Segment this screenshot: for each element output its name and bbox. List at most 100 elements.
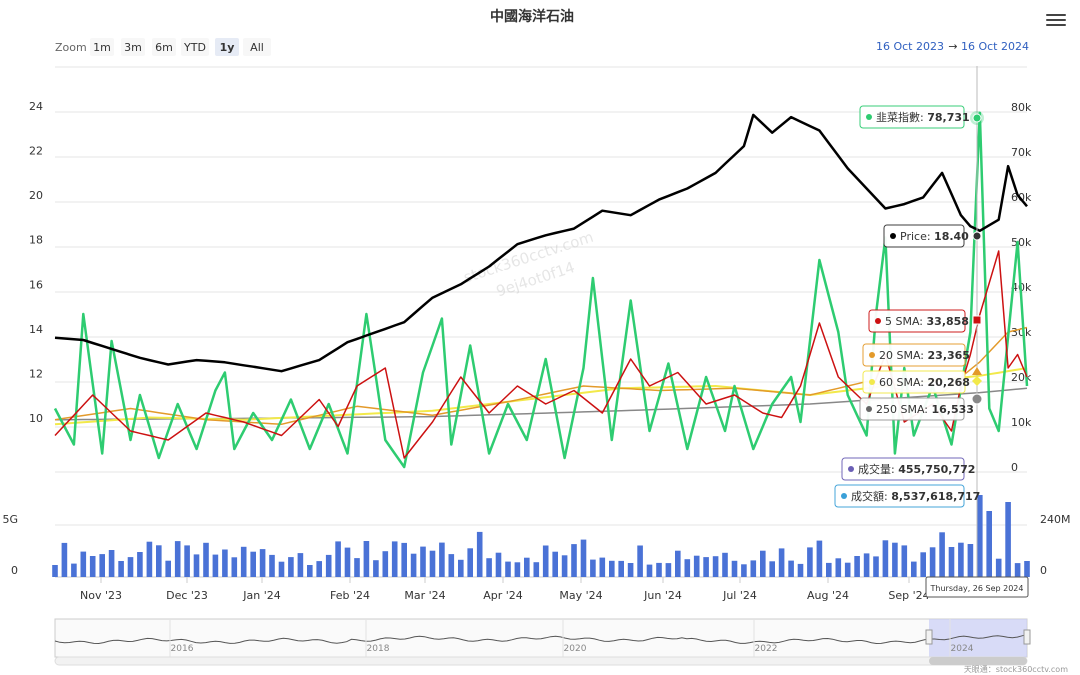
range-to[interactable]: 16 Oct 2024: [961, 40, 1029, 53]
volume-bar: [52, 565, 58, 577]
volume-bar: [571, 544, 577, 577]
scrollbar-thumb[interactable]: [929, 657, 1027, 665]
volume-bar: [986, 511, 992, 577]
tooltip-date-text: Thursday, 26 Sep 2024: [930, 584, 1024, 593]
credits[interactable]: 天眼通：stock360cctv.com: [964, 664, 1068, 674]
zoom-button-label: YTD: [183, 41, 206, 54]
tooltip-label: 成交量:: [858, 462, 898, 476]
tooltip-text: 250 SMA: 16,533: [876, 403, 974, 416]
tooltip-text: 20 SMA: 23,365: [879, 349, 970, 362]
tooltip-box: [859, 397, 965, 421]
volume-bar: [542, 545, 549, 577]
volume-left-tick-label: 0: [11, 564, 18, 577]
x-tick-label: Jan '24: [242, 589, 280, 602]
tooltip-text: 60 SMA: 20,268: [879, 376, 970, 389]
volume-bar: [524, 557, 530, 577]
tooltip-label: 250 SMA:: [876, 403, 932, 416]
volume-bar: [231, 557, 238, 577]
tooltip-label: 20 SMA:: [879, 349, 928, 362]
x-tick-label: Mar '24: [404, 589, 445, 602]
volume-bar: [514, 562, 521, 577]
volume-bar: [467, 548, 473, 577]
tooltip-sma5: 5 SMA: 33,858: [868, 309, 969, 333]
zoom-button-bg: [181, 38, 209, 56]
zoom-button-all[interactable]: All: [243, 38, 271, 56]
volume-bar: [401, 542, 407, 577]
tooltip-dot: [866, 406, 872, 412]
tooltip-value: 16,533: [932, 403, 974, 416]
tooltip-box: [841, 457, 965, 481]
navigator-tick-label: 2018: [367, 644, 390, 654]
volume-bar: [174, 541, 181, 577]
zoom-button-label: 1m: [93, 41, 111, 54]
zoom-button-1y[interactable]: 1y: [215, 38, 239, 56]
menu-icon[interactable]: [1046, 14, 1066, 30]
tooltip-box: [862, 370, 966, 394]
y-right-tick-label: 10k: [1011, 416, 1032, 429]
volume-right-tick-label: 240M: [1040, 513, 1071, 526]
volume-bar: [637, 545, 643, 577]
volume-bar: [259, 549, 266, 577]
tooltip-box: [868, 309, 966, 333]
tooltip-label: 成交額:: [851, 489, 891, 503]
tooltip-dot: [875, 318, 881, 324]
zoom-button-bg: [215, 38, 239, 56]
zoom-button-ytd[interactable]: YTD: [181, 38, 209, 56]
navigator-handle-right[interactable]: [1023, 629, 1031, 645]
tooltip-sma250: 250 SMA: 16,533: [859, 397, 974, 421]
tooltip-text: 韭菜指數: 78,731: [876, 110, 970, 124]
volume-bar: [599, 557, 606, 577]
y-left-tick-label: 18: [29, 234, 43, 247]
zoom-button-6m[interactable]: 6m: [152, 38, 176, 56]
y-right-tick-label: 30k: [1011, 326, 1032, 339]
volume-bar: [797, 563, 804, 577]
volume-bar: [609, 560, 615, 577]
tooltip-box: [862, 343, 966, 367]
tooltip-label: 60 SMA:: [879, 376, 928, 389]
tooltip-index: 韭菜指數: 78,731: [859, 105, 970, 129]
x-tick-label: Jun '24: [643, 589, 682, 602]
volume-bar: [646, 564, 653, 577]
tooltip-dot: [890, 233, 896, 239]
zoom-button-bg: [121, 38, 145, 56]
tooltip-price: Price: 18.40: [883, 224, 969, 248]
navigator[interactable]: 2016 2018 2020 2022 2024: [54, 618, 1031, 666]
volume-bar: [250, 551, 256, 577]
volume-bar: [99, 554, 105, 577]
y-right-tick-label: 60k: [1011, 191, 1032, 204]
volume-bar: [731, 560, 738, 577]
volume-bar: [240, 546, 247, 577]
index-line: [53, 111, 1029, 469]
x-tick-label: Feb '24: [330, 589, 370, 602]
tooltip-sma20: 20 SMA: 23,365: [862, 343, 970, 367]
zoom-button-1m[interactable]: 1m: [90, 38, 114, 56]
volume-bar: [769, 561, 775, 577]
volume-bar: [146, 541, 153, 577]
tooltip-value: 20,268: [928, 376, 970, 389]
volume-bar: [288, 557, 294, 577]
sma250-marker: [971, 393, 983, 405]
volume-bar: [656, 562, 662, 577]
navigator-handle-left[interactable]: [925, 629, 933, 645]
volume-bar: [354, 558, 360, 577]
tooltip-value: 455,750,772: [898, 463, 975, 476]
volume-bar: [788, 560, 794, 577]
zoom-button-label: All: [250, 41, 264, 54]
navigator-tick-label: 2022: [755, 644, 778, 654]
scrollbar-track[interactable]: [54, 656, 1028, 666]
tooltip-text: Price: 18.40: [900, 230, 969, 243]
volume-bar: [363, 541, 370, 577]
navigator-tick-label: 2016: [171, 644, 194, 654]
zoom-button-3m[interactable]: 3m: [121, 38, 145, 56]
zoom-label: Zoom: [55, 41, 87, 54]
tooltip-value: 78,731: [927, 111, 969, 124]
tooltip-date: Thursday, 26 Sep 2024: [925, 576, 1029, 598]
range-from[interactable]: 16 Oct 2023: [876, 40, 944, 53]
volume-bar: [939, 532, 945, 577]
volume-bar: [826, 562, 832, 577]
volume-bar: [448, 554, 455, 577]
volume-bar: [429, 550, 436, 577]
x-tick-label: Nov '23: [80, 589, 122, 602]
volume-bar: [741, 564, 747, 577]
